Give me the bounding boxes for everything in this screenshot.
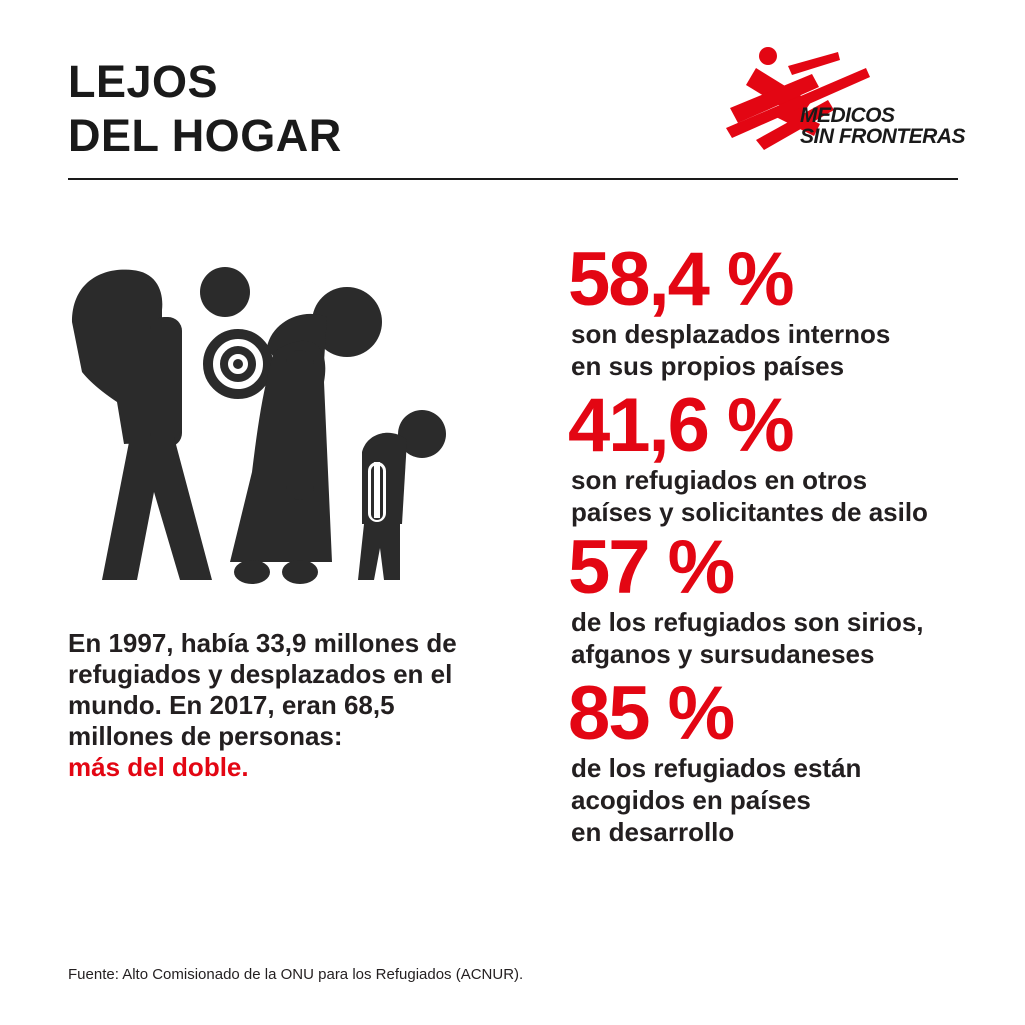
logo-line-1: MEDICOS xyxy=(800,104,895,127)
stat-value: 41,6 % xyxy=(568,383,795,468)
title-line-2: DEL HOGAR xyxy=(68,110,342,161)
stat-item: 58,4 % son desplazados internos en sus p… xyxy=(568,242,998,382)
stat-description: son desplazados internos en sus propios … xyxy=(571,319,891,381)
stat-item: 57 % de los refugiados son sirios, afgan… xyxy=(568,530,998,670)
stat-item: 41,6 % son refugiados en otros países y … xyxy=(568,388,998,528)
source-note: Fuente: Alto Comisionado de la ONU para … xyxy=(68,966,524,983)
intro-text: En 1997, había 33,9 millones de refugiad… xyxy=(68,628,457,751)
intro-paragraph: En 1997, había 33,9 millones de refugiad… xyxy=(68,628,468,783)
logo-line-2: SIN FRONTERAS xyxy=(800,125,966,148)
page-title: LEJOS DEL HOGAR xyxy=(68,55,342,163)
stat-value: 58,4 % xyxy=(568,237,795,322)
stat-description: de los refugiados son sirios, afganos y … xyxy=(571,607,924,669)
header-divider xyxy=(68,178,958,180)
msf-logo-text: MEDICOS SIN FRONTERAS xyxy=(800,104,966,148)
stats-list: 58,4 % son desplazados internos en sus p… xyxy=(568,242,998,848)
stat-value: 57 % xyxy=(568,525,735,610)
stat-value: 85 % xyxy=(568,671,735,756)
msf-logo-icon xyxy=(726,47,870,150)
title-line-1: LEJOS xyxy=(68,56,219,107)
intro-highlight: más del doble. xyxy=(68,752,249,782)
stat-item: 85 % de los refugiados están acogidos en… xyxy=(568,676,998,848)
refugee-family-icon xyxy=(72,267,446,584)
stat-description: de los refugiados están acogidos en país… xyxy=(571,753,862,847)
stat-description: son refugiados en otros países y solicit… xyxy=(571,465,928,527)
